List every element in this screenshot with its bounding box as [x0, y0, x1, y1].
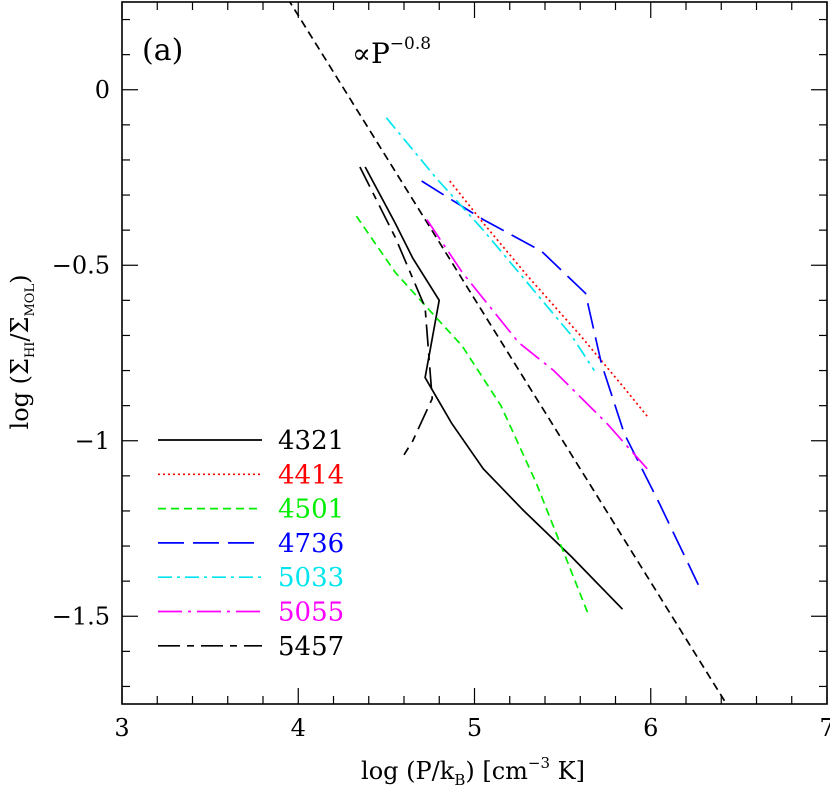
series-line-4321 [364, 166, 624, 610]
legend-label-4321: 4321 [278, 426, 344, 456]
legend-label-5055: 5055 [278, 598, 344, 628]
reference-annotation-base: ∝P [352, 37, 390, 70]
legend-label-5033: 5033 [278, 563, 344, 593]
series-line-4736 [421, 180, 700, 586]
x-axis-label-suffix: ) [cm [465, 757, 528, 785]
legend-label-5457: 5457 [278, 632, 344, 662]
reference-annotation-exponent: −0.8 [390, 34, 431, 54]
y-axis-label-sub2: MOL [23, 284, 38, 317]
x-tick-label: 4 [291, 714, 306, 742]
x-axis-label-sup: −3 [528, 754, 550, 772]
y-tick-label: −1 [75, 427, 110, 455]
legend-label-4736: 4736 [278, 529, 344, 559]
tick-labels-layer: 3 4 5 6 7 0 −0.5 −1 −1.5 [52, 76, 830, 742]
y-tick-label: 0 [95, 76, 110, 104]
x-tick-label: 6 [643, 714, 658, 742]
plot-frame [121, 1, 828, 705]
reference-annotation: ∝P−0.8 [352, 34, 431, 70]
tick-marks-layer [121, 2, 828, 704]
x-axis-label-end: K] [550, 757, 585, 785]
series-line-4501 [355, 215, 590, 617]
y-axis-label-end: ) [6, 275, 34, 284]
x-tick-label: 5 [467, 714, 482, 742]
x-axis-label: log (P/kB) [cm−3 K] [361, 754, 585, 789]
x-tick-label: 3 [114, 714, 129, 742]
series-line-5055 [426, 219, 648, 470]
legend: 4321 4414 4501 4736 5033 5055 5457 [158, 426, 344, 662]
series-line-5457 [359, 166, 434, 456]
x-tick-label: 7 [819, 714, 830, 742]
x-axis-label-prefix: log (P/k [361, 757, 455, 785]
y-tick-label: −1.5 [52, 602, 110, 630]
legend-label-4501: 4501 [278, 495, 344, 525]
series-layer [288, 2, 728, 704]
y-axis-label: log (ΣHI/ΣMOL) [6, 275, 38, 430]
y-axis-label-prefix: log (Σ [6, 358, 34, 429]
panel-label: (a) [142, 33, 183, 68]
y-axis-label-mid: /Σ [6, 316, 34, 341]
plot-frame-layer [121, 1, 828, 705]
x-axis-label-sub: B [454, 771, 465, 789]
legend-label-4414: 4414 [278, 460, 344, 490]
y-axis-label-sub1: HI [23, 342, 38, 358]
series-line-5033 [385, 117, 596, 372]
series-line-4414 [449, 180, 648, 417]
y-tick-label: −0.5 [52, 251, 110, 279]
reference-line-p-0.8 [288, 2, 728, 704]
